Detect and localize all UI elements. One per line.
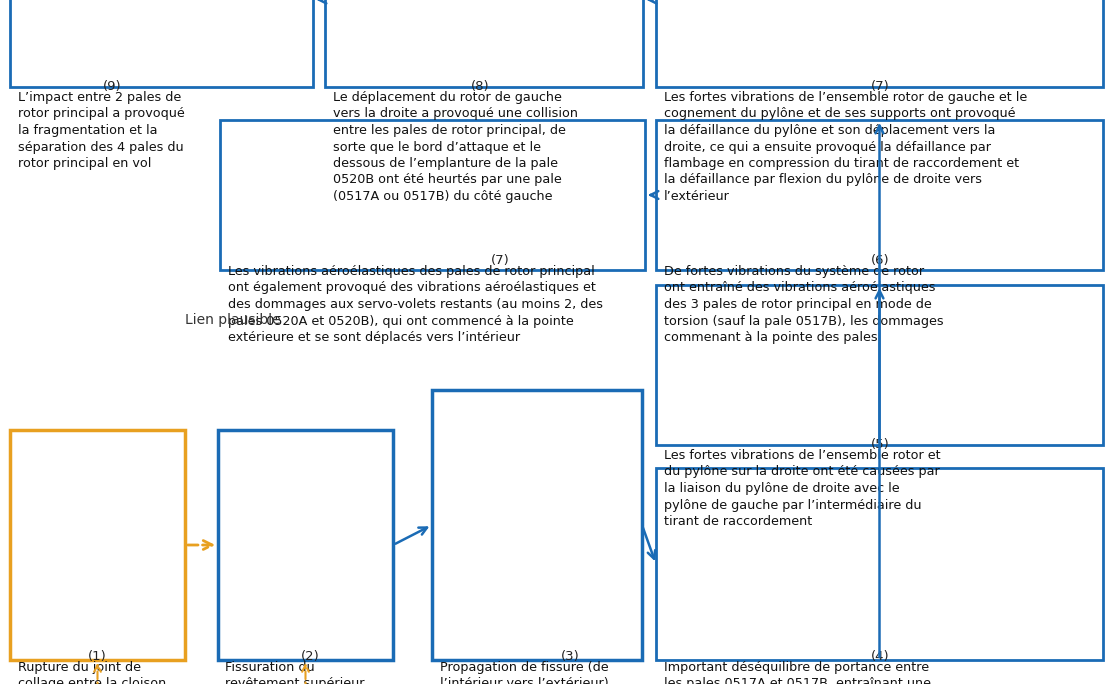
Text: (3): (3) bbox=[560, 650, 579, 663]
FancyBboxPatch shape bbox=[218, 430, 393, 660]
Text: Important déséquilibre de portance entre
les pales 0517A et 0517B, entraînant un: Important déséquilibre de portance entre… bbox=[664, 661, 934, 684]
Text: (5): (5) bbox=[871, 438, 889, 451]
Text: (2): (2) bbox=[301, 650, 320, 663]
Text: (4): (4) bbox=[871, 650, 889, 663]
Text: L’impact entre 2 pales de
rotor principal a provoqué
la fragmentation et la
sépa: L’impact entre 2 pales de rotor principa… bbox=[18, 91, 185, 170]
Text: Les fortes vibrations de l’ensemble rotor et
du pylône sur la droite ont été cau: Les fortes vibrations de l’ensemble roto… bbox=[664, 449, 940, 528]
FancyBboxPatch shape bbox=[10, 0, 313, 87]
Text: Les fortes vibrations de l’ensemble rotor de gauche et le
cognement du pylône et: Les fortes vibrations de l’ensemble roto… bbox=[664, 91, 1027, 203]
Text: Les vibrations aéroélastiques des pales de rotor principal
ont également provoqu: Les vibrations aéroélastiques des pales … bbox=[228, 265, 603, 344]
FancyBboxPatch shape bbox=[656, 0, 1103, 87]
Text: (8): (8) bbox=[471, 80, 489, 93]
FancyBboxPatch shape bbox=[432, 390, 642, 660]
Text: Rupture du joint de
collage entre la cloison
de fermeture intérieure
et le servo: Rupture du joint de collage entre la clo… bbox=[18, 661, 168, 684]
FancyBboxPatch shape bbox=[656, 285, 1103, 445]
Text: (6): (6) bbox=[871, 254, 889, 267]
FancyBboxPatch shape bbox=[10, 430, 185, 660]
Text: Lien plausible: Lien plausible bbox=[185, 313, 281, 327]
FancyBboxPatch shape bbox=[656, 120, 1103, 270]
Text: (7): (7) bbox=[490, 254, 509, 267]
FancyBboxPatch shape bbox=[656, 468, 1103, 660]
Text: De fortes vibrations du système de rotor
ont entraîné des vibrations aéroélastiq: De fortes vibrations du système de rotor… bbox=[664, 265, 944, 344]
FancyBboxPatch shape bbox=[325, 0, 643, 87]
Text: (7): (7) bbox=[871, 80, 889, 93]
Text: (9): (9) bbox=[102, 80, 121, 93]
Text: Fissuration du
revêtement supérieur
à l’extrémité intérieure
du servo-volet de l: Fissuration du revêtement supérieur à l’… bbox=[225, 661, 373, 684]
Text: Le déplacement du rotor de gauche
vers la droite a provoqué une collision
entre : Le déplacement du rotor de gauche vers l… bbox=[333, 91, 578, 203]
FancyBboxPatch shape bbox=[219, 120, 645, 270]
Text: (1): (1) bbox=[88, 650, 106, 663]
Text: Propagation de fissure (de
l’intérieur vers l’extérieur)
dans le revêtement supé: Propagation de fissure (de l’intérieur v… bbox=[440, 661, 636, 684]
